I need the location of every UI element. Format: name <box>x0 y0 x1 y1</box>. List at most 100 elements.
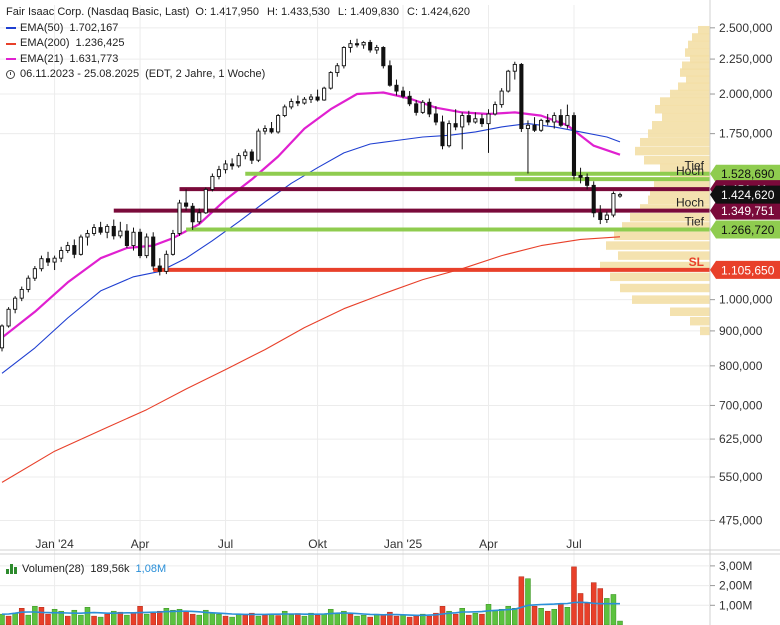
volume-profile-bar <box>670 307 710 317</box>
volume-profile-bar <box>606 241 710 250</box>
volume-bar <box>163 608 170 625</box>
candle-body <box>519 63 524 130</box>
candle-body <box>558 115 563 126</box>
volume-bar <box>5 615 12 625</box>
volume-bar <box>130 612 137 625</box>
candle-body <box>289 101 294 108</box>
candle-body <box>111 225 116 237</box>
volume-bar <box>183 610 189 625</box>
candle-body <box>473 118 478 123</box>
candle-body <box>13 297 18 310</box>
volume-bar <box>18 608 25 625</box>
y-tick-label: 700,000 <box>719 398 763 412</box>
candle-body <box>184 202 189 207</box>
y-tick-label: 2.250,000 <box>719 52 773 66</box>
volume-legend: Volumen(28) 189,56k 1,08M <box>6 563 166 575</box>
volume-bar <box>367 616 373 625</box>
volume-bar <box>262 614 268 625</box>
volume-bar <box>577 593 584 625</box>
y-tick-label: 1.000,000 <box>719 293 773 307</box>
volume-tick-label: 3,00M <box>719 559 752 573</box>
candle-body <box>591 184 596 214</box>
candle-body <box>453 123 458 128</box>
candle-body <box>394 84 399 92</box>
volume-bar <box>492 609 498 625</box>
volume-bar <box>531 606 538 625</box>
volume-tick-label: 2,00M <box>719 579 752 593</box>
level-side-label: Tief <box>684 159 704 173</box>
candle-body <box>361 41 366 46</box>
x-tick-label: Jul <box>218 537 233 551</box>
volume-bar <box>485 604 492 625</box>
legend-range[interactable]: 06.11.2023 - 25.08.2025 (EDT, 2 Jahre, 1… <box>6 67 478 83</box>
date-range: 06.11.2023 - 25.08.2025 <box>20 68 140 80</box>
volume-bar <box>597 588 604 625</box>
legend-ema21[interactable]: EMA(21) 1.631,773 <box>6 52 478 68</box>
volume-bar <box>571 566 577 625</box>
candle-body <box>65 245 70 251</box>
candle-body <box>203 188 208 214</box>
y-tick-label: 625,000 <box>719 432 763 446</box>
candle-body <box>223 163 228 171</box>
candle-body <box>170 232 175 255</box>
volume-profile-bar <box>622 222 710 231</box>
candle-body <box>433 113 438 123</box>
volume-bar <box>12 612 18 625</box>
current-price-tag: 1.424,620 <box>710 185 780 204</box>
volume-profile-bar <box>660 163 710 172</box>
volume-bar <box>472 612 479 625</box>
volume-profile-bar <box>698 25 710 35</box>
ema21-label: EMA(21) <box>20 52 64 65</box>
y-tick-label: 2.000,000 <box>719 87 773 101</box>
candle-body <box>144 236 149 257</box>
volume-bar <box>360 614 367 625</box>
price-tags: 1.528,6901.451,411.349,7511.266,7201.105… <box>710 164 780 279</box>
candle-body <box>105 225 110 233</box>
x-tick-label: Jan '25 <box>384 537 423 551</box>
volume-bar <box>51 608 58 625</box>
ema200-value: 1.236,425 <box>75 37 125 49</box>
candle-body <box>249 151 254 161</box>
candle-body <box>6 308 11 327</box>
volume-bar <box>439 606 446 625</box>
volume-bar <box>288 614 295 625</box>
level-tag: 1.349,751 <box>710 201 780 220</box>
level-side-label: SL <box>689 255 704 269</box>
level-tag: 1.528,690 <box>710 164 780 183</box>
volume-bar <box>209 612 216 625</box>
range-detail: (EDT, 2 Jahre, 1 Woche) <box>145 68 266 80</box>
candle-body <box>493 104 498 115</box>
volume-bar <box>373 613 380 625</box>
candle-body <box>427 101 432 115</box>
candle-body <box>598 212 603 220</box>
level-tag: 1.266,720 <box>710 220 780 239</box>
candle-body <box>552 115 557 123</box>
candle-body <box>0 325 5 349</box>
candle-body <box>341 46 346 67</box>
candle-body <box>32 268 37 279</box>
volume-bar <box>558 603 564 625</box>
level-tag-bg <box>710 260 780 279</box>
candle-body <box>230 163 235 167</box>
volume-profile-bar <box>635 146 710 156</box>
ema200-label: EMA(200) <box>20 37 70 49</box>
y-tick-label: 2.500,000 <box>719 21 773 35</box>
volume-bar <box>235 613 242 625</box>
ohlc-low-label: L: <box>337 6 348 18</box>
candle-body <box>151 236 156 267</box>
volume-bars-icon <box>6 564 18 574</box>
volume-profile-bar <box>662 112 710 122</box>
candle-body <box>387 65 392 86</box>
volume-profile-bar <box>700 326 710 336</box>
ohlc-open-label: O: <box>195 6 208 18</box>
candle-body <box>138 231 143 257</box>
x-tick-label: Apr <box>131 537 150 551</box>
volume-profile-bar <box>678 82 710 91</box>
candle-body <box>328 72 333 89</box>
candle-body <box>308 96 314 100</box>
legend-ema200[interactable]: EMA(200) 1.236,425 <box>6 36 478 52</box>
candle-body <box>197 212 202 223</box>
legend-ema50[interactable]: EMA(50) 1.702,167 <box>6 21 478 37</box>
volume-bar <box>229 616 235 625</box>
